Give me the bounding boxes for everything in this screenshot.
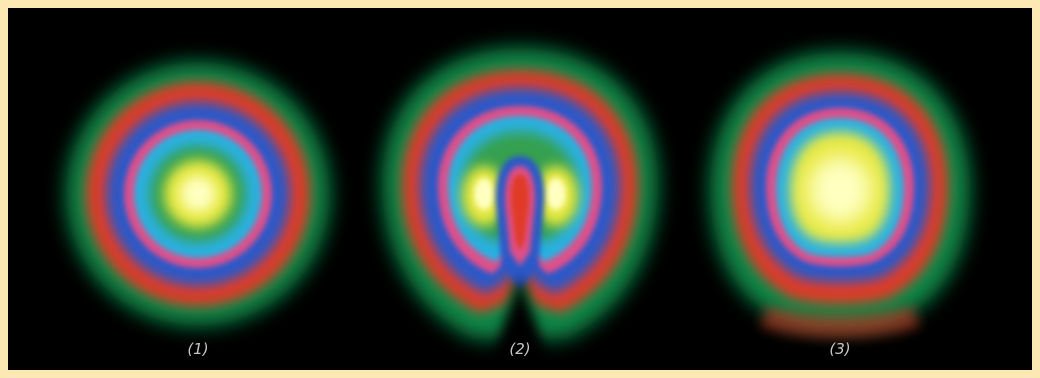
lower-band-3 bbox=[760, 306, 920, 338]
tongue-red bbox=[510, 174, 530, 250]
pattern-1 bbox=[66, 62, 330, 326]
caption-3: (3) bbox=[829, 340, 851, 358]
caption-1: (1) bbox=[187, 340, 209, 358]
caption-2: (2) bbox=[509, 340, 531, 358]
core-white-1 bbox=[180, 176, 216, 212]
intensity-patterns bbox=[66, 48, 970, 370]
pattern-3 bbox=[710, 52, 970, 338]
lobe-right-white bbox=[546, 178, 566, 210]
core-white-3 bbox=[808, 156, 872, 224]
dark-notch bbox=[492, 276, 548, 370]
pattern-2 bbox=[382, 48, 658, 370]
figure-panel: (1) (2) (3) bbox=[8, 8, 1032, 370]
lobe-left-white bbox=[474, 178, 494, 210]
